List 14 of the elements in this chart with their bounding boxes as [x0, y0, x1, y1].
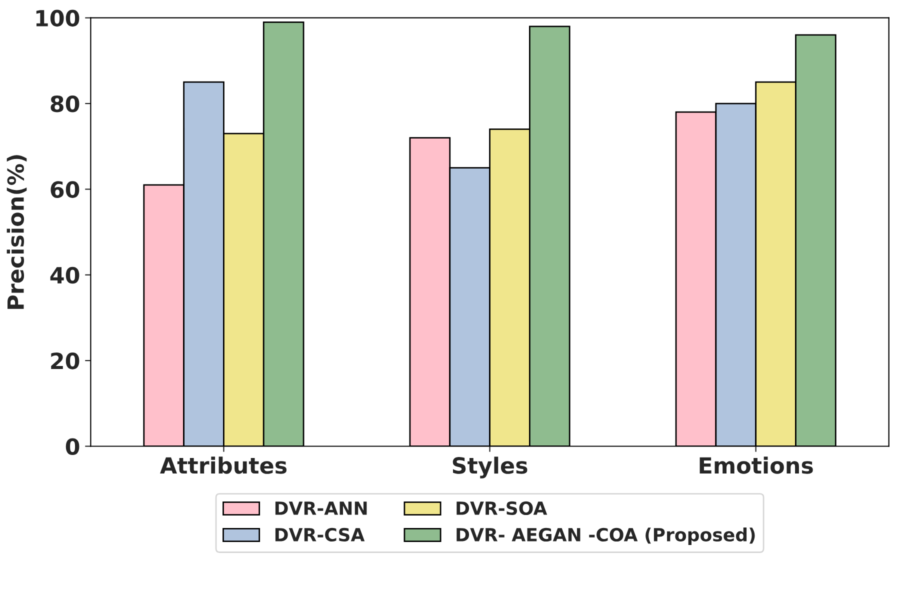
- y-tick-label: 40: [50, 266, 80, 284]
- y-tick-label: 60: [50, 181, 80, 198]
- x-tick-label: Styles: [452, 456, 528, 478]
- y-tick-label: 100: [36, 10, 80, 27]
- legend-label: DVR-CSA: [275, 528, 365, 542]
- y-axis-title: Precision(%): [6, 155, 27, 309]
- legend-label: DVR-SOA: [456, 501, 548, 516]
- legend-label: DVR- AEGAN -COA (Proposed): [456, 528, 755, 546]
- y-tick-label: 80: [50, 95, 80, 112]
- legend-label: DVR-ANN: [275, 502, 367, 515]
- y-tick-label: 0: [66, 438, 80, 456]
- x-tick-label: Attributes: [160, 456, 287, 474]
- y-tick-label: 20: [51, 352, 80, 370]
- x-tick-label: Emotions: [700, 456, 813, 474]
